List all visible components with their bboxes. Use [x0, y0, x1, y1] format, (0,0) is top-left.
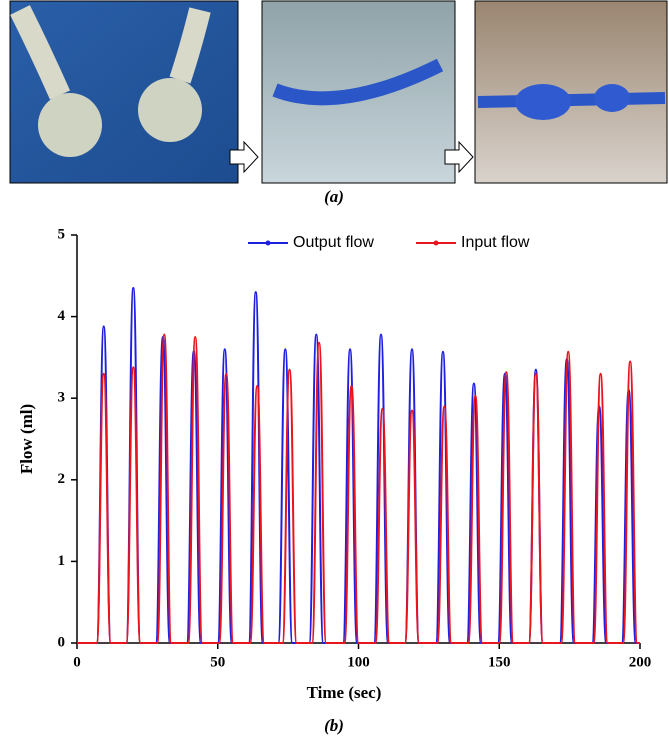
y-tick-label: 4: [58, 308, 66, 324]
legend-marker: [266, 241, 271, 246]
legend-label: Input flow: [461, 234, 530, 251]
x-tick-label: 150: [488, 654, 511, 670]
x-tick-label: 0: [73, 654, 81, 670]
photo-graft: [478, 98, 665, 102]
y-tick-label: 0: [58, 634, 66, 650]
x-tick-label: 200: [629, 654, 652, 670]
y-tick-label: 2: [58, 471, 66, 487]
x-tick-label: 50: [210, 654, 225, 670]
legend-marker: [434, 241, 439, 246]
x-tick-label: 100: [347, 654, 370, 670]
line-series: [77, 335, 640, 643]
panel-label: (a): [324, 187, 344, 206]
photo-valve: [38, 93, 102, 157]
y-tick-label: 1: [58, 553, 66, 569]
y-axis-label: Flow (ml): [17, 404, 36, 474]
legend-label: Output flow: [293, 234, 374, 251]
y-tick-label: 5: [58, 226, 66, 242]
photos: [10, 1, 667, 183]
photo-bulge: [515, 84, 571, 120]
y-tick-label: 3: [58, 390, 66, 406]
photo-inflated: [475, 1, 667, 183]
x-axis-label: Time (sec): [307, 683, 382, 702]
photo-bulge: [594, 84, 630, 112]
figure: (a) (b) Time (sec) Flow (ml) 01234505010…: [0, 0, 669, 736]
page: (a) (b) Time (sec) Flow (ml) 01234505010…: [0, 0, 669, 741]
panel-label: (b): [324, 716, 344, 735]
photo-valve: [138, 78, 202, 142]
